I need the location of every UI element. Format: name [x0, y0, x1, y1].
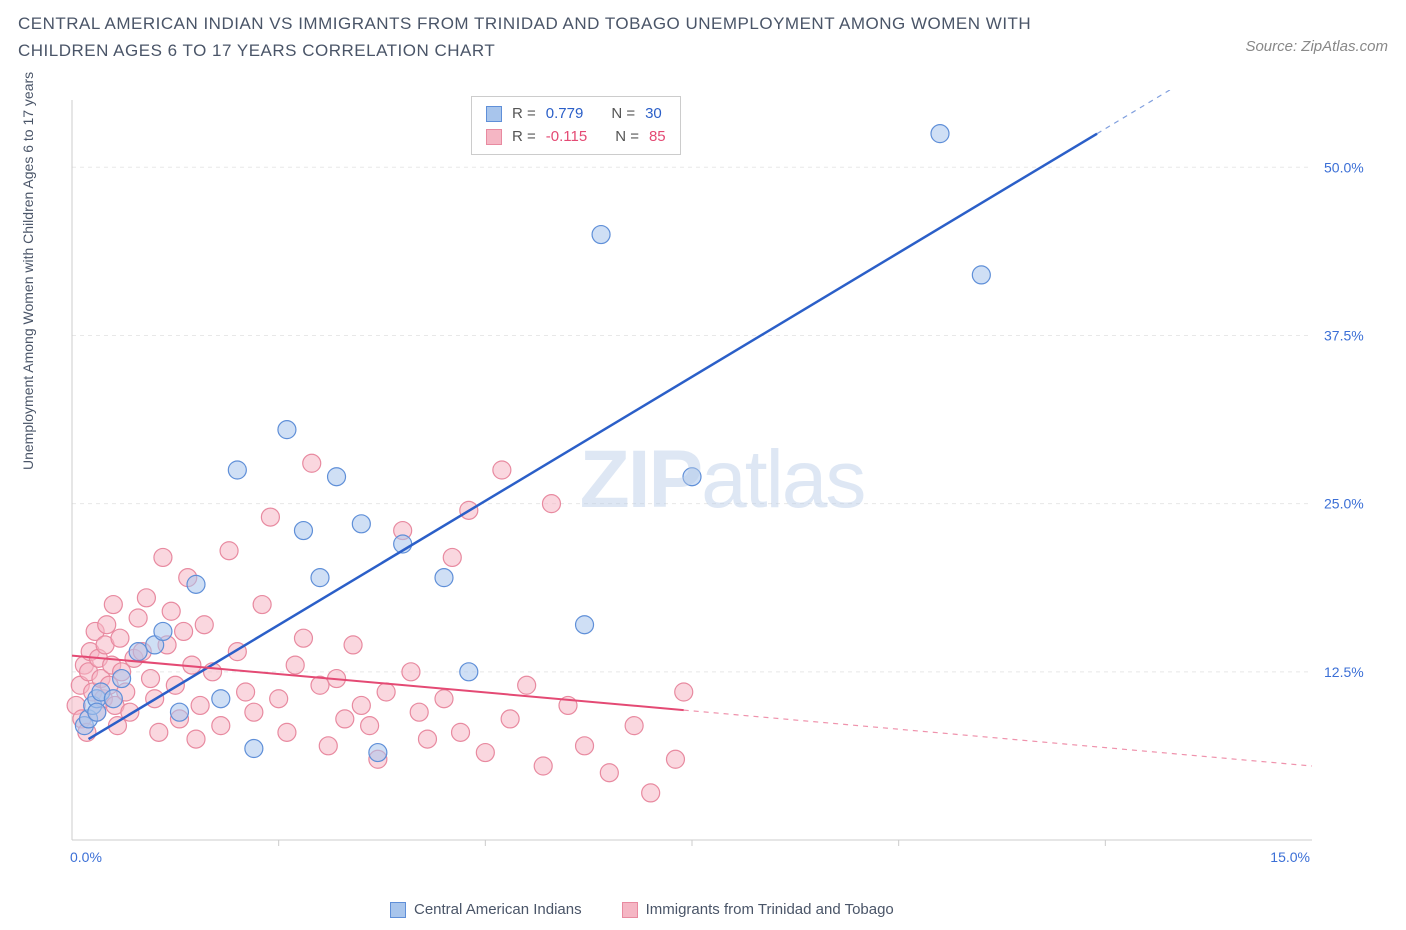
y-axis-label: Unemployment Among Women with Children A…	[20, 72, 36, 470]
bottom-legend: Central American Indians Immigrants from…	[390, 901, 894, 918]
swatch-series-1	[486, 106, 502, 122]
n-value-series-1: 30	[645, 103, 662, 126]
legend-item-2: Immigrants from Trinidad and Tobago	[622, 901, 894, 918]
source-attribution: Source: ZipAtlas.com	[1245, 38, 1388, 55]
n-value-series-2: 85	[649, 126, 666, 149]
scatter-chart-svg: 12.5% 25.0% 37.5% 50.0% 0.0% 15.0%	[62, 90, 1382, 870]
chart-header: CENTRAL AMERICAN INDIAN VS IMMIGRANTS FR…	[18, 10, 1388, 80]
svg-text:37.5%: 37.5%	[1324, 327, 1364, 343]
legend-label-1: Central American Indians	[414, 901, 582, 918]
legend-swatch-2	[622, 902, 638, 918]
chart-title: CENTRAL AMERICAN INDIAN VS IMMIGRANTS FR…	[18, 10, 1118, 64]
svg-text:12.5%: 12.5%	[1324, 664, 1364, 680]
svg-text:0.0%: 0.0%	[70, 849, 102, 865]
stats-row-series-2: R = -0.115 N = 85	[486, 126, 666, 149]
swatch-series-2	[486, 129, 502, 145]
correlation-stats-box: R = 0.779 N = 30 R = -0.115 N = 85	[471, 96, 681, 155]
svg-text:50.0%: 50.0%	[1324, 159, 1364, 175]
legend-item-1: Central American Indians	[390, 901, 582, 918]
r-value-series-2: -0.115	[546, 126, 587, 149]
chart-plot-area: 12.5%25.0%37.5%50.0%0.0%15.0% ZIPatlas	[62, 90, 1382, 870]
legend-swatch-1	[390, 902, 406, 918]
svg-text:25.0%: 25.0%	[1324, 496, 1364, 512]
stats-row-series-1: R = 0.779 N = 30	[486, 103, 666, 126]
r-value-series-1: 0.779	[546, 103, 584, 126]
legend-label-2: Immigrants from Trinidad and Tobago	[646, 901, 894, 918]
svg-text:15.0%: 15.0%	[1270, 849, 1310, 865]
